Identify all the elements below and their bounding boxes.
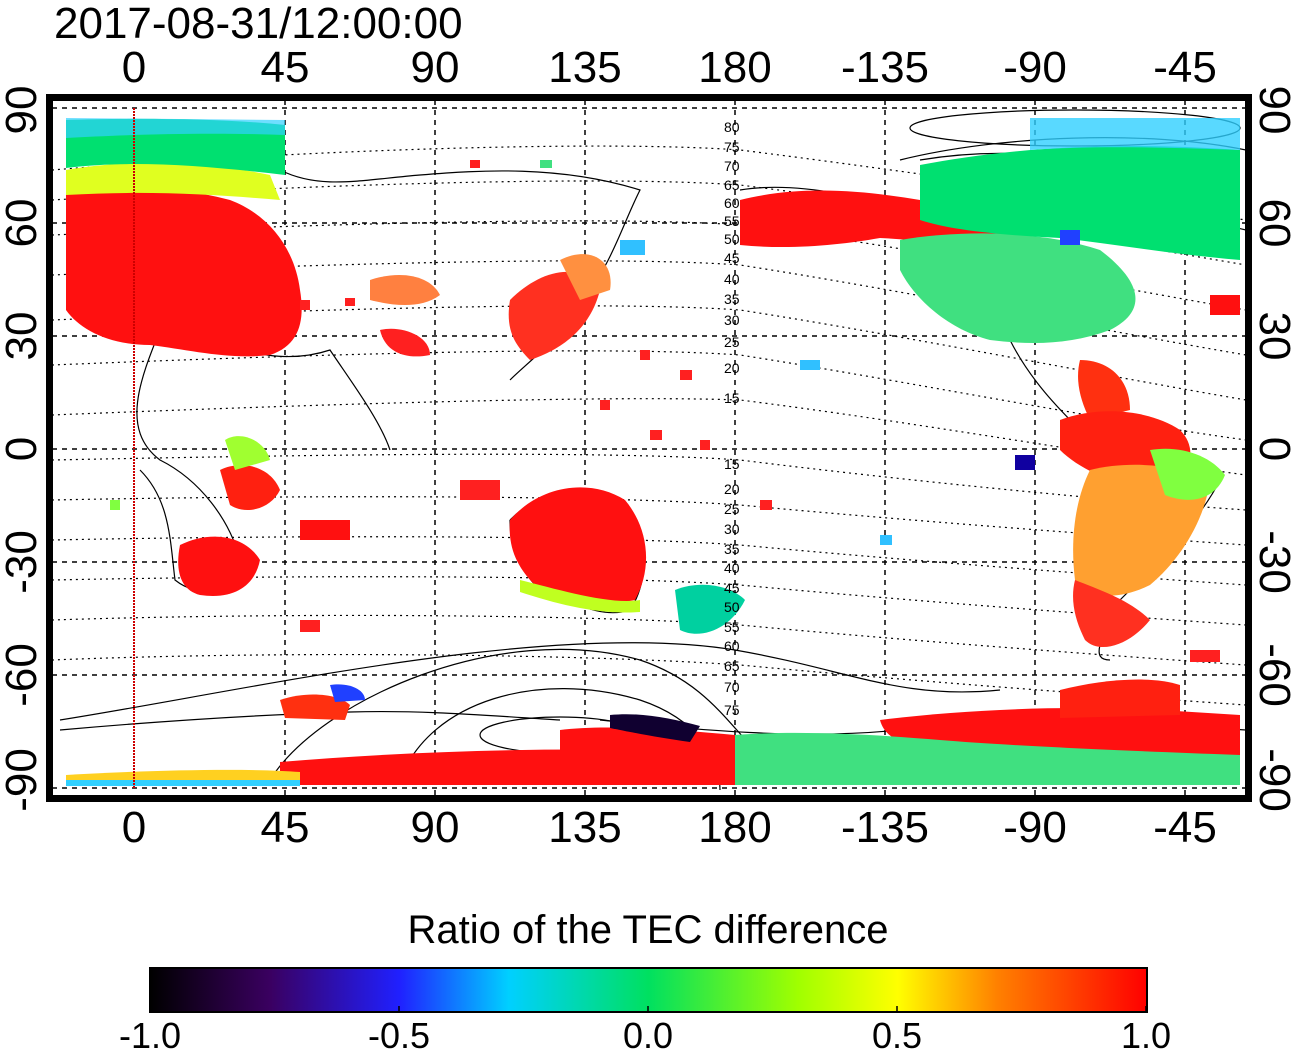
map-timestamp-title: 2017-08-31/12:00:00 bbox=[54, 0, 463, 48]
contour-labels: 80 75 70 65 60 55 50 45 40 35 30 25 20 1… bbox=[724, 119, 740, 718]
svg-text:50: 50 bbox=[724, 599, 740, 615]
top-tick: 45 bbox=[260, 43, 310, 92]
svg-text:30: 30 bbox=[724, 521, 740, 537]
left-tick: 30 bbox=[0, 311, 46, 361]
top-tick: 90 bbox=[410, 43, 460, 92]
bottom-tick: -135 bbox=[840, 803, 930, 852]
svg-text:55: 55 bbox=[724, 213, 740, 229]
svg-text:15: 15 bbox=[724, 456, 740, 472]
bottom-tick: -90 bbox=[1003, 803, 1067, 852]
svg-text:60: 60 bbox=[724, 195, 740, 211]
left-tick: -60 bbox=[0, 643, 46, 707]
colorbar-tick-label: 1.0 bbox=[1120, 1015, 1172, 1056]
colorbar-ticks bbox=[149, 1006, 1147, 1012]
svg-text:35: 35 bbox=[724, 291, 740, 307]
colorbar-tick-label: 0.5 bbox=[871, 1015, 923, 1056]
svg-text:55: 55 bbox=[724, 619, 740, 635]
svg-text:35: 35 bbox=[724, 541, 740, 557]
svg-text:65: 65 bbox=[724, 177, 740, 193]
right-tick: 90 bbox=[1250, 85, 1296, 135]
right-tick: 0 bbox=[1250, 436, 1296, 462]
svg-text:20: 20 bbox=[724, 360, 740, 376]
bottom-tick: 45 bbox=[260, 803, 310, 852]
bottom-tick: 180 bbox=[698, 803, 772, 852]
colorbar-title: Ratio of the TEC difference bbox=[407, 908, 889, 952]
right-tick: -90 bbox=[1250, 748, 1296, 812]
left-tick: -90 bbox=[0, 748, 46, 812]
svg-text:50: 50 bbox=[724, 231, 740, 247]
svg-text:75: 75 bbox=[724, 702, 740, 718]
bottom-tick: 90 bbox=[410, 803, 460, 852]
svg-text:15: 15 bbox=[724, 390, 740, 406]
svg-text:20: 20 bbox=[724, 481, 740, 497]
svg-text:75: 75 bbox=[724, 139, 740, 155]
top-tick: -90 bbox=[1003, 43, 1067, 92]
colorbar bbox=[149, 967, 1148, 1013]
tec-ratio-data bbox=[66, 118, 1240, 786]
top-tick: -45 bbox=[1153, 43, 1217, 92]
bottom-tick: 135 bbox=[548, 803, 622, 852]
bottom-tick: 0 bbox=[121, 803, 147, 852]
svg-text:80: 80 bbox=[724, 119, 740, 135]
right-tick: -30 bbox=[1250, 530, 1296, 594]
right-tick: 30 bbox=[1250, 311, 1296, 361]
left-tick: 60 bbox=[0, 198, 46, 248]
svg-text:40: 40 bbox=[724, 560, 740, 576]
left-tick: 90 bbox=[0, 85, 46, 135]
left-tick: 0 bbox=[0, 436, 46, 462]
top-tick: -135 bbox=[840, 43, 930, 92]
colorbar-tick-label: -0.5 bbox=[367, 1015, 431, 1056]
colorbar-tick-label: -1.0 bbox=[118, 1015, 182, 1056]
right-tick: 60 bbox=[1250, 198, 1296, 248]
svg-text:60: 60 bbox=[724, 638, 740, 654]
svg-text:70: 70 bbox=[724, 158, 740, 174]
svg-text:65: 65 bbox=[724, 658, 740, 674]
top-tick: 135 bbox=[548, 43, 622, 92]
svg-text:25: 25 bbox=[724, 334, 740, 350]
svg-text:70: 70 bbox=[724, 679, 740, 695]
svg-text:25: 25 bbox=[724, 501, 740, 517]
top-tick: 0 bbox=[121, 43, 147, 92]
colorbar-tick-label: 0.0 bbox=[622, 1015, 674, 1056]
svg-text:40: 40 bbox=[724, 271, 740, 287]
svg-text:45: 45 bbox=[724, 580, 740, 596]
bottom-tick: -45 bbox=[1153, 803, 1217, 852]
top-tick: 180 bbox=[698, 43, 772, 92]
left-tick: -30 bbox=[0, 530, 46, 594]
svg-text:30: 30 bbox=[724, 312, 740, 328]
svg-text:45: 45 bbox=[724, 250, 740, 266]
right-tick: -60 bbox=[1250, 643, 1296, 707]
